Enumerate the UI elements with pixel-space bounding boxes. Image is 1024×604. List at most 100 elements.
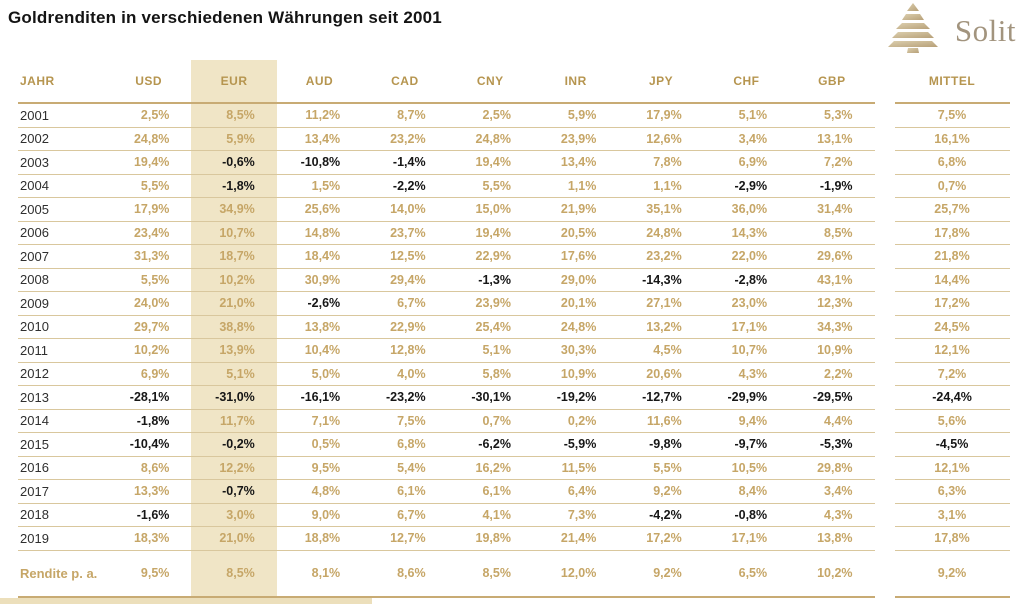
year-cell: 2012 bbox=[18, 363, 106, 386]
value-cell: 4,1% bbox=[447, 504, 533, 527]
value-cell: -2,8% bbox=[703, 269, 790, 292]
value-cell: 5,5% bbox=[618, 457, 704, 480]
value-cell: 17,1% bbox=[703, 316, 790, 339]
value-cell: 1,1% bbox=[532, 175, 619, 198]
column-header-gbp: GBP bbox=[789, 60, 875, 104]
column-header-chf: CHF bbox=[703, 60, 790, 104]
value-cell: 23,9% bbox=[447, 292, 533, 316]
value-cell: 13,4% bbox=[532, 151, 619, 175]
value-cell: 13,2% bbox=[618, 316, 704, 339]
value-cell: -0,2% bbox=[191, 433, 277, 457]
column-header-jpy: JPY bbox=[618, 60, 704, 104]
value-cell: 18,7% bbox=[191, 245, 277, 269]
value-cell: 31,3% bbox=[106, 245, 192, 269]
value-cell: 4,3% bbox=[703, 363, 790, 386]
mittel-cell: 17,8% bbox=[894, 222, 1010, 245]
year-cell: 2013 bbox=[18, 386, 106, 410]
value-cell: -5,9% bbox=[532, 433, 619, 457]
value-cell: -0,7% bbox=[191, 480, 277, 504]
value-cell: -23,2% bbox=[362, 386, 448, 410]
column-gap bbox=[875, 269, 895, 293]
value-cell: 2,5% bbox=[447, 104, 533, 128]
year-cell: 2010 bbox=[18, 316, 106, 339]
column-gap bbox=[875, 363, 895, 387]
year-cell: 2014 bbox=[18, 410, 106, 433]
value-cell: -10,4% bbox=[106, 433, 192, 457]
mittel-cell: 16,1% bbox=[894, 128, 1010, 151]
mittel-cell: 7,2% bbox=[894, 363, 1010, 386]
value-cell: -0,8% bbox=[703, 504, 790, 527]
column-gap bbox=[875, 527, 895, 551]
value-cell: 9,0% bbox=[276, 504, 363, 527]
year-cell: 2006 bbox=[18, 222, 106, 245]
value-cell: 6,9% bbox=[703, 151, 790, 175]
year-cell: 2001 bbox=[18, 104, 106, 128]
value-cell: -4,2% bbox=[618, 504, 704, 527]
value-cell: 19,8% bbox=[447, 527, 533, 551]
value-cell: 29,7% bbox=[106, 316, 192, 339]
value-cell: -16,1% bbox=[276, 386, 363, 410]
value-cell: 10,7% bbox=[191, 221, 277, 245]
value-cell: 5,0% bbox=[276, 363, 363, 386]
value-cell: 22,0% bbox=[703, 245, 790, 269]
value-cell: 6,8% bbox=[362, 433, 448, 457]
value-cell: 4,3% bbox=[789, 504, 875, 527]
mittel-cell: -24,4% bbox=[894, 386, 1010, 410]
value-cell: 8,7% bbox=[362, 104, 448, 128]
value-cell: 10,2% bbox=[106, 339, 192, 363]
value-cell: 3,0% bbox=[191, 503, 277, 527]
value-cell: 17,9% bbox=[618, 104, 704, 128]
year-cell: 2003 bbox=[18, 151, 106, 175]
column-gap bbox=[875, 60, 895, 104]
value-cell: 19,4% bbox=[447, 151, 533, 175]
value-cell: 10,2% bbox=[191, 268, 277, 292]
column-gap bbox=[875, 339, 895, 363]
value-cell: -6,2% bbox=[447, 433, 533, 457]
value-cell: 3,4% bbox=[703, 128, 790, 151]
value-cell: 27,1% bbox=[618, 292, 704, 316]
value-cell: 1,5% bbox=[276, 175, 363, 198]
value-cell: 6,1% bbox=[447, 480, 533, 504]
value-cell: 0,2% bbox=[532, 410, 619, 433]
value-cell: 15,0% bbox=[447, 198, 533, 222]
mittel-cell: 17,8% bbox=[894, 527, 1010, 551]
value-cell: 4,4% bbox=[789, 410, 875, 433]
returns-table: JAHR USD EUR AUD CAD CNY INR JPY CHF GBP MITTEL 200… bbox=[18, 60, 1010, 598]
value-cell: 25,6% bbox=[276, 198, 363, 222]
value-cell: 11,6% bbox=[618, 410, 704, 433]
mittel-cell: 5,6% bbox=[894, 410, 1010, 433]
step-pyramid-icon bbox=[881, 2, 945, 59]
value-cell: 14,0% bbox=[362, 198, 448, 222]
value-cell: 1,1% bbox=[618, 175, 704, 198]
value-cell: 9,5% bbox=[106, 551, 192, 598]
value-cell: 12,5% bbox=[362, 245, 448, 269]
value-cell: 10,2% bbox=[789, 551, 875, 598]
value-cell: -2,6% bbox=[276, 292, 363, 316]
value-cell: 30,9% bbox=[276, 269, 363, 292]
column-header-cny: CNY bbox=[447, 60, 533, 104]
column-gap bbox=[875, 128, 895, 152]
value-cell: 24,0% bbox=[106, 292, 192, 316]
year-cell: 2018 bbox=[18, 504, 106, 527]
year-cell: 2011 bbox=[18, 339, 106, 363]
column-gap bbox=[875, 316, 895, 340]
value-cell: -1,9% bbox=[789, 175, 875, 198]
value-cell: 13,1% bbox=[789, 128, 875, 151]
column-gap bbox=[875, 433, 895, 457]
value-cell: 8,6% bbox=[106, 457, 192, 480]
value-cell: 2,2% bbox=[789, 363, 875, 386]
value-cell: 35,1% bbox=[618, 198, 704, 222]
value-cell: 25,4% bbox=[447, 316, 533, 339]
column-gap bbox=[875, 457, 895, 481]
value-cell: 3,4% bbox=[789, 480, 875, 504]
value-cell: -1,3% bbox=[447, 269, 533, 292]
value-cell: 19,4% bbox=[447, 222, 533, 245]
value-cell: 13,8% bbox=[276, 316, 363, 339]
column-header-aud: AUD bbox=[276, 60, 363, 104]
year-cell: 2007 bbox=[18, 245, 106, 269]
value-cell: 0,7% bbox=[447, 410, 533, 433]
value-cell: 8,5% bbox=[447, 551, 533, 598]
year-cell: 2008 bbox=[18, 269, 106, 292]
value-cell: 12,6% bbox=[618, 128, 704, 151]
